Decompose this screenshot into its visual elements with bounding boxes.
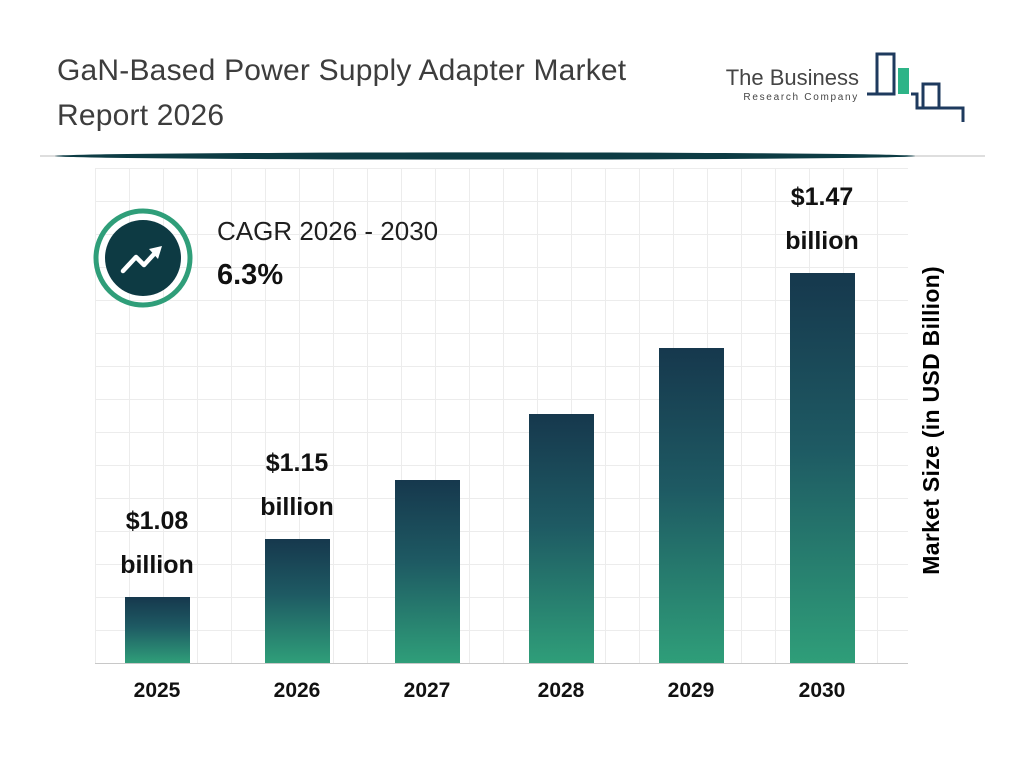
page-title-line1: GaN-Based Power Supply Adapter Market [57, 54, 627, 87]
bar-value-label-2025: $1.08 billion [120, 507, 194, 579]
logo-name: The Business [725, 64, 859, 90]
bar-2030 [790, 273, 855, 663]
bar-value-label-2030: $1.47 billion [785, 183, 859, 255]
plot-area: 2025 $1.08 billion 2026 $1.15 billion 2027 2028… [95, 168, 908, 702]
bar-2028 [529, 414, 594, 663]
trend-up-circle-icon [93, 208, 193, 308]
logo-green-bar [898, 68, 909, 94]
bar-2027 [395, 480, 460, 663]
cagr-label: CAGR 2026 - 2030 [217, 216, 439, 246]
logo-subname: Research Company [743, 91, 859, 103]
cagr-callout: CAGR 2026 - 2030 6.3% [91, 206, 438, 310]
x-axis-label-2026: 2026 [273, 679, 321, 702]
x-axis-label-2028: 2028 [537, 679, 585, 702]
logo: The Business Research Company [726, 44, 969, 124]
x-axis-label-2030: 2030 [798, 679, 846, 702]
bar-2026 [265, 539, 330, 663]
page-title: GaN-Based Power Supply Adapter Market Rep… [57, 48, 626, 138]
x-axis-label-2025: 2025 [133, 679, 181, 702]
bar-chart-logo-icon [867, 52, 965, 122]
page-title-line2: Report 2026 [57, 99, 225, 132]
bar-2029 [659, 348, 724, 663]
y-axis-title-text: Market Size (in USD Billion) [917, 265, 944, 575]
cagr-value: 6.3% [217, 259, 284, 291]
bar-2025 [125, 597, 190, 663]
y-axis-title: Market Size (in USD Billion) [902, 175, 960, 665]
title-divider [40, 152, 985, 160]
cagr-text: CAGR 2026 - 2030 6.3% [217, 206, 438, 310]
x-axis-label-2027: 2027 [403, 679, 451, 702]
bar-value-label-2026: $1.15 billion [260, 449, 334, 521]
logo-text: The Business Research Company [725, 64, 859, 103]
x-axis-label-2029: 2029 [667, 679, 715, 702]
